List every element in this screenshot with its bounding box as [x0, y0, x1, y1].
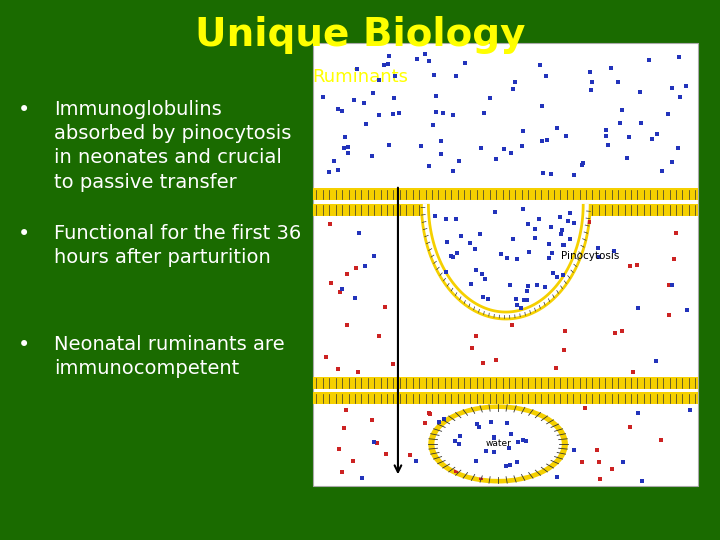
Text: •: •: [18, 224, 30, 244]
Ellipse shape: [434, 409, 562, 479]
Text: water: water: [485, 440, 511, 448]
Text: Ruminants: Ruminants: [312, 68, 408, 85]
Text: Immunoglobulins
absorbed by pinocytosis
in neonates and crucial
to passive trans: Immunoglobulins absorbed by pinocytosis …: [54, 100, 292, 192]
Text: •: •: [18, 335, 30, 355]
Text: Pinocytosis: Pinocytosis: [562, 251, 620, 261]
Polygon shape: [425, 204, 587, 315]
Bar: [313, 43, 698, 486]
Text: Neonatal ruminants are
immunocompetent: Neonatal ruminants are immunocompetent: [54, 335, 284, 378]
Bar: [313, 188, 698, 200]
Text: •: •: [18, 100, 30, 120]
Ellipse shape: [428, 404, 568, 483]
Text: Unique Biology: Unique Biology: [194, 16, 526, 54]
Bar: [313, 392, 698, 404]
Bar: [313, 376, 698, 389]
Bar: [313, 204, 698, 216]
Text: Functional for the first 36
hours after parturition: Functional for the first 36 hours after …: [54, 224, 301, 267]
